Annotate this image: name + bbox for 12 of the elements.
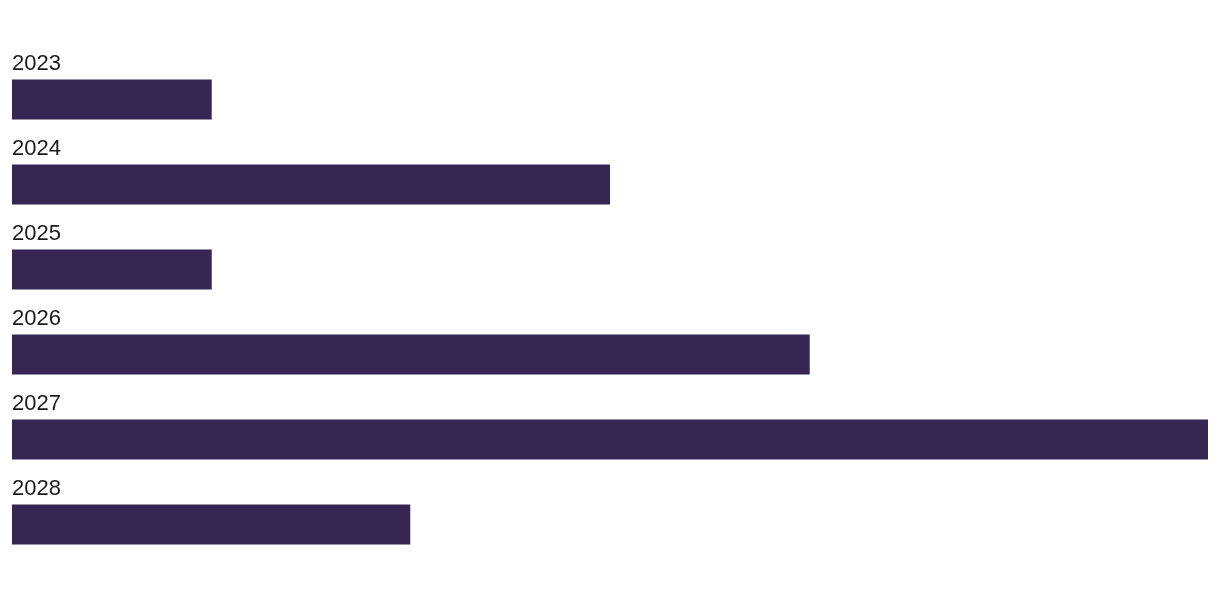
bar	[12, 249, 212, 290]
y-tick-label: 2024	[12, 134, 61, 160]
bar	[12, 504, 411, 545]
y-tick-label: 2026	[12, 304, 61, 330]
y-tick-label: 2028	[12, 474, 61, 500]
y-tick-label: 2023	[12, 49, 61, 75]
y-tick-label: 2025	[12, 219, 61, 245]
bar	[12, 79, 212, 120]
bar	[12, 334, 810, 375]
bar	[12, 164, 610, 205]
bar	[12, 419, 1208, 460]
y-tick-label: 2027	[12, 389, 61, 415]
